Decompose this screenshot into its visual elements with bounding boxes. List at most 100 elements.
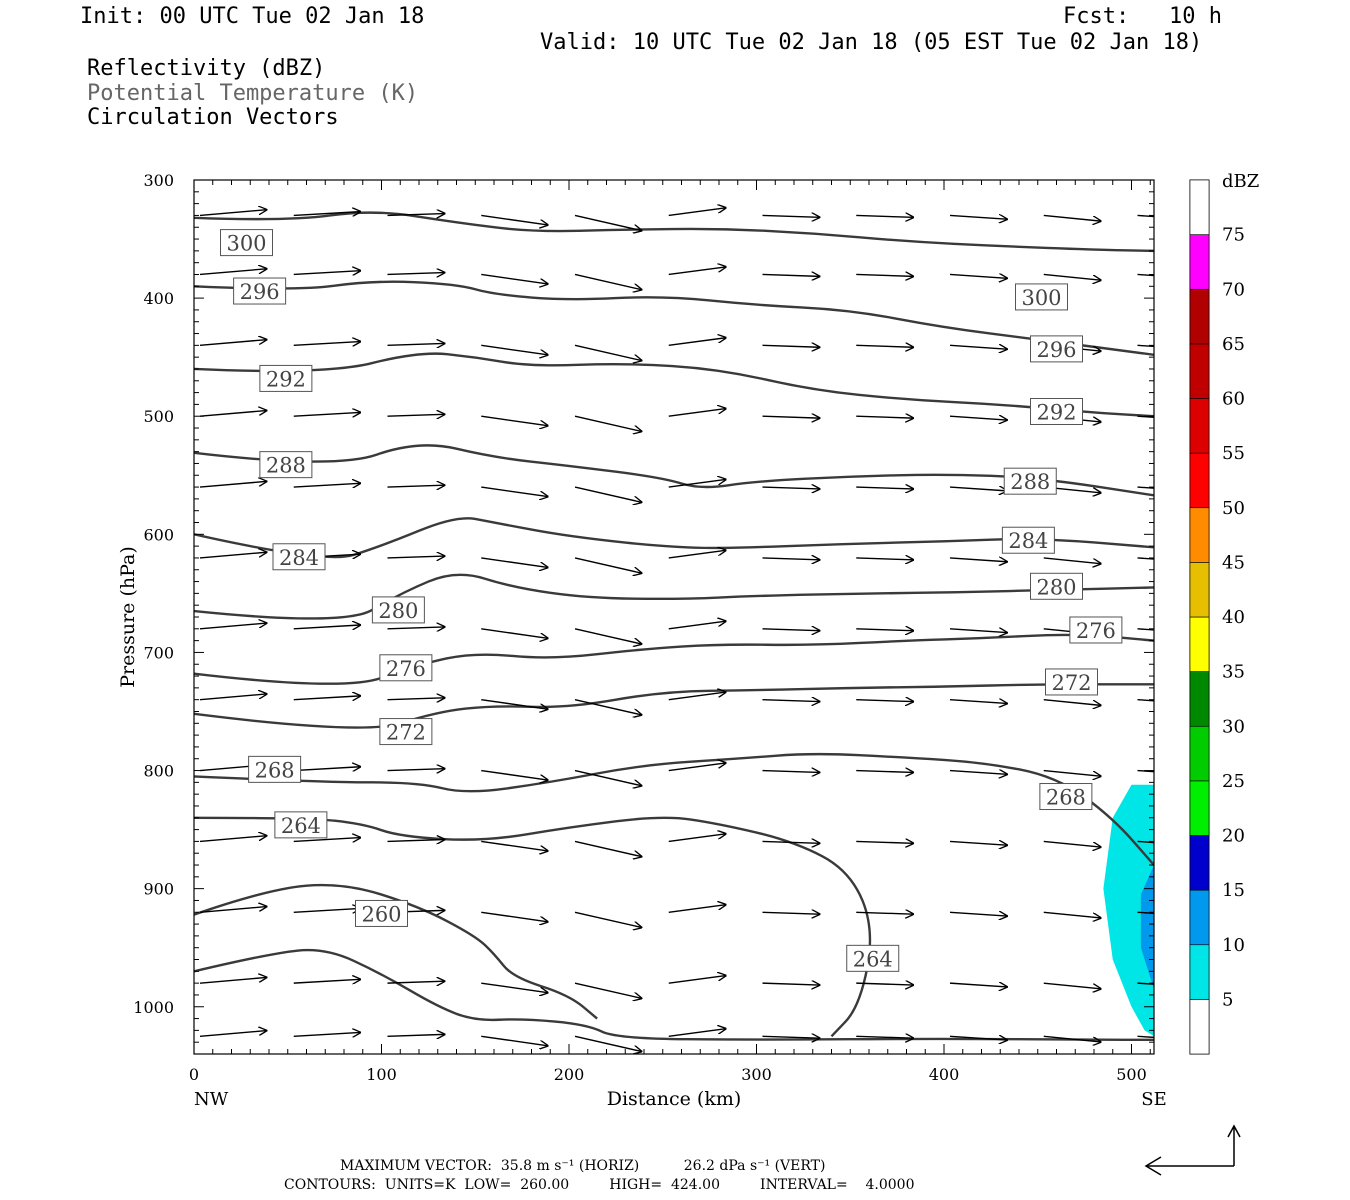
circulation-vector [1043, 911, 1101, 918]
theta-contour-292 [194, 352, 1154, 418]
circulation-vector [1137, 840, 1154, 844]
theta-label-text: 296 [240, 280, 280, 304]
circulation-vector [481, 344, 548, 355]
circulation-vector [293, 908, 361, 912]
circulation-vector [387, 698, 445, 700]
theta-label-box [1045, 668, 1098, 696]
circulation-vector [293, 342, 361, 346]
colorbar: 5 10 15 20 25 30 35 40 45 50 55 60 65 70 75 [1189, 179, 1245, 1055]
x-tick-label: 200 [554, 1065, 585, 1084]
circulation-vector [1137, 1035, 1154, 1039]
circulation-vector [668, 338, 726, 347]
theta-label-text: 288 [1010, 470, 1050, 494]
circulation-vector [762, 629, 820, 631]
colorbar-label: 35 [1222, 662, 1245, 683]
circulation-vector [199, 269, 267, 276]
y-tick-label: 500 [143, 407, 174, 426]
theta-label-box [272, 543, 326, 571]
colorbar-label: 50 [1222, 498, 1245, 519]
colorbar-segment [1189, 999, 1210, 1055]
colorbar-label: 25 [1222, 771, 1245, 792]
circulation-vector [387, 627, 445, 629]
colorbar-segment [1189, 835, 1210, 891]
circulation-vector [481, 415, 548, 426]
circulation-vector [856, 912, 913, 914]
circulation-vector [293, 979, 361, 983]
circulation-vector [856, 215, 913, 217]
valid-time: Valid: 10 UTC Tue 02 Jan 18 (05 EST Tue … [540, 30, 1203, 55]
circulation-vector [762, 771, 820, 773]
colorbar-segment [1189, 507, 1210, 563]
theta-label-box [1030, 335, 1083, 363]
theta-label-box [846, 944, 900, 972]
circulation-vector [856, 558, 913, 560]
circulation-vector [387, 485, 445, 487]
colorbar-segment [1189, 889, 1210, 946]
forecast-hour: Fcst: 10 h [1063, 4, 1222, 29]
circulation-vector [574, 982, 642, 998]
circulation-vector [1043, 1035, 1101, 1042]
circulation-vector [668, 834, 726, 843]
theta-contour-268 [194, 752, 1154, 866]
theta-label-264: 264 [846, 944, 900, 972]
circulation-vector [1043, 769, 1101, 777]
circulation-vector [387, 343, 445, 345]
field-circulation-vectors: Circulation Vectors [87, 105, 339, 130]
circulation-vector [387, 414, 445, 416]
reference-vector-icon [1144, 1124, 1241, 1176]
circulation-vector [1043, 698, 1101, 706]
axis-layer: 0 100 200 300 400 500 300 400 500 600 700 800 900 100… [133, 171, 1154, 1084]
colorbar-segment [1189, 452, 1210, 509]
theta-contour-296 [194, 280, 1154, 356]
colorbar-segment [1189, 616, 1210, 672]
circulation-vector [856, 983, 913, 985]
circulation-vector [199, 411, 267, 417]
y-tick-label: 700 [143, 643, 174, 662]
theta-contour-284 [194, 517, 1154, 559]
circulation-vector [949, 912, 1007, 916]
x-tick-label: 0 [189, 1065, 199, 1084]
circulation-vector [856, 416, 913, 418]
circulation-vector [481, 698, 548, 710]
theta-label-box [1069, 616, 1123, 644]
circulation-vector [668, 763, 726, 772]
circulation-vector [762, 912, 820, 914]
circulation-vector [481, 486, 548, 497]
circulation-vector [199, 210, 267, 217]
theta-label-box [355, 899, 408, 927]
circulation-vector [949, 487, 1007, 491]
x-tick-label: 400 [929, 1065, 960, 1084]
theta-label-276: 276 [1069, 616, 1123, 644]
circulation-vector [574, 698, 642, 715]
circulation-vector [949, 215, 1007, 219]
circulation-vector [293, 696, 361, 700]
theta-label-text: 272 [1051, 671, 1091, 695]
theta-contour-276 [194, 633, 1154, 685]
circulation-vector [1137, 982, 1154, 985]
circulation-vector [481, 273, 548, 284]
circulation-vector [762, 215, 820, 217]
circulation-vector [949, 700, 1007, 704]
colorbar-label: 15 [1222, 880, 1245, 901]
theta-label-box [1001, 526, 1055, 554]
circulation-vector [199, 836, 267, 843]
colorbar-label: 45 [1222, 552, 1245, 573]
colorbar-label: 55 [1222, 443, 1245, 464]
circulation-vector [293, 483, 361, 487]
theta-label-272: 272 [379, 718, 433, 746]
theta-label-box [274, 811, 328, 839]
reflectivity-region-10dbz [1140, 865, 1154, 990]
circulation-vector [199, 907, 267, 913]
circulation-vector [387, 273, 445, 275]
circulation-vector [481, 557, 548, 568]
theta-contour-288 [194, 444, 1154, 497]
circulation-vector [856, 771, 913, 773]
circulation-vector [293, 625, 361, 629]
circulation-vector [668, 409, 726, 417]
circulation-vector [574, 273, 642, 289]
circulation-vector [481, 982, 548, 993]
theta-label-300: 300 [1015, 283, 1068, 311]
theta-label-288: 288 [1003, 467, 1057, 495]
circulation-vector [668, 208, 726, 217]
